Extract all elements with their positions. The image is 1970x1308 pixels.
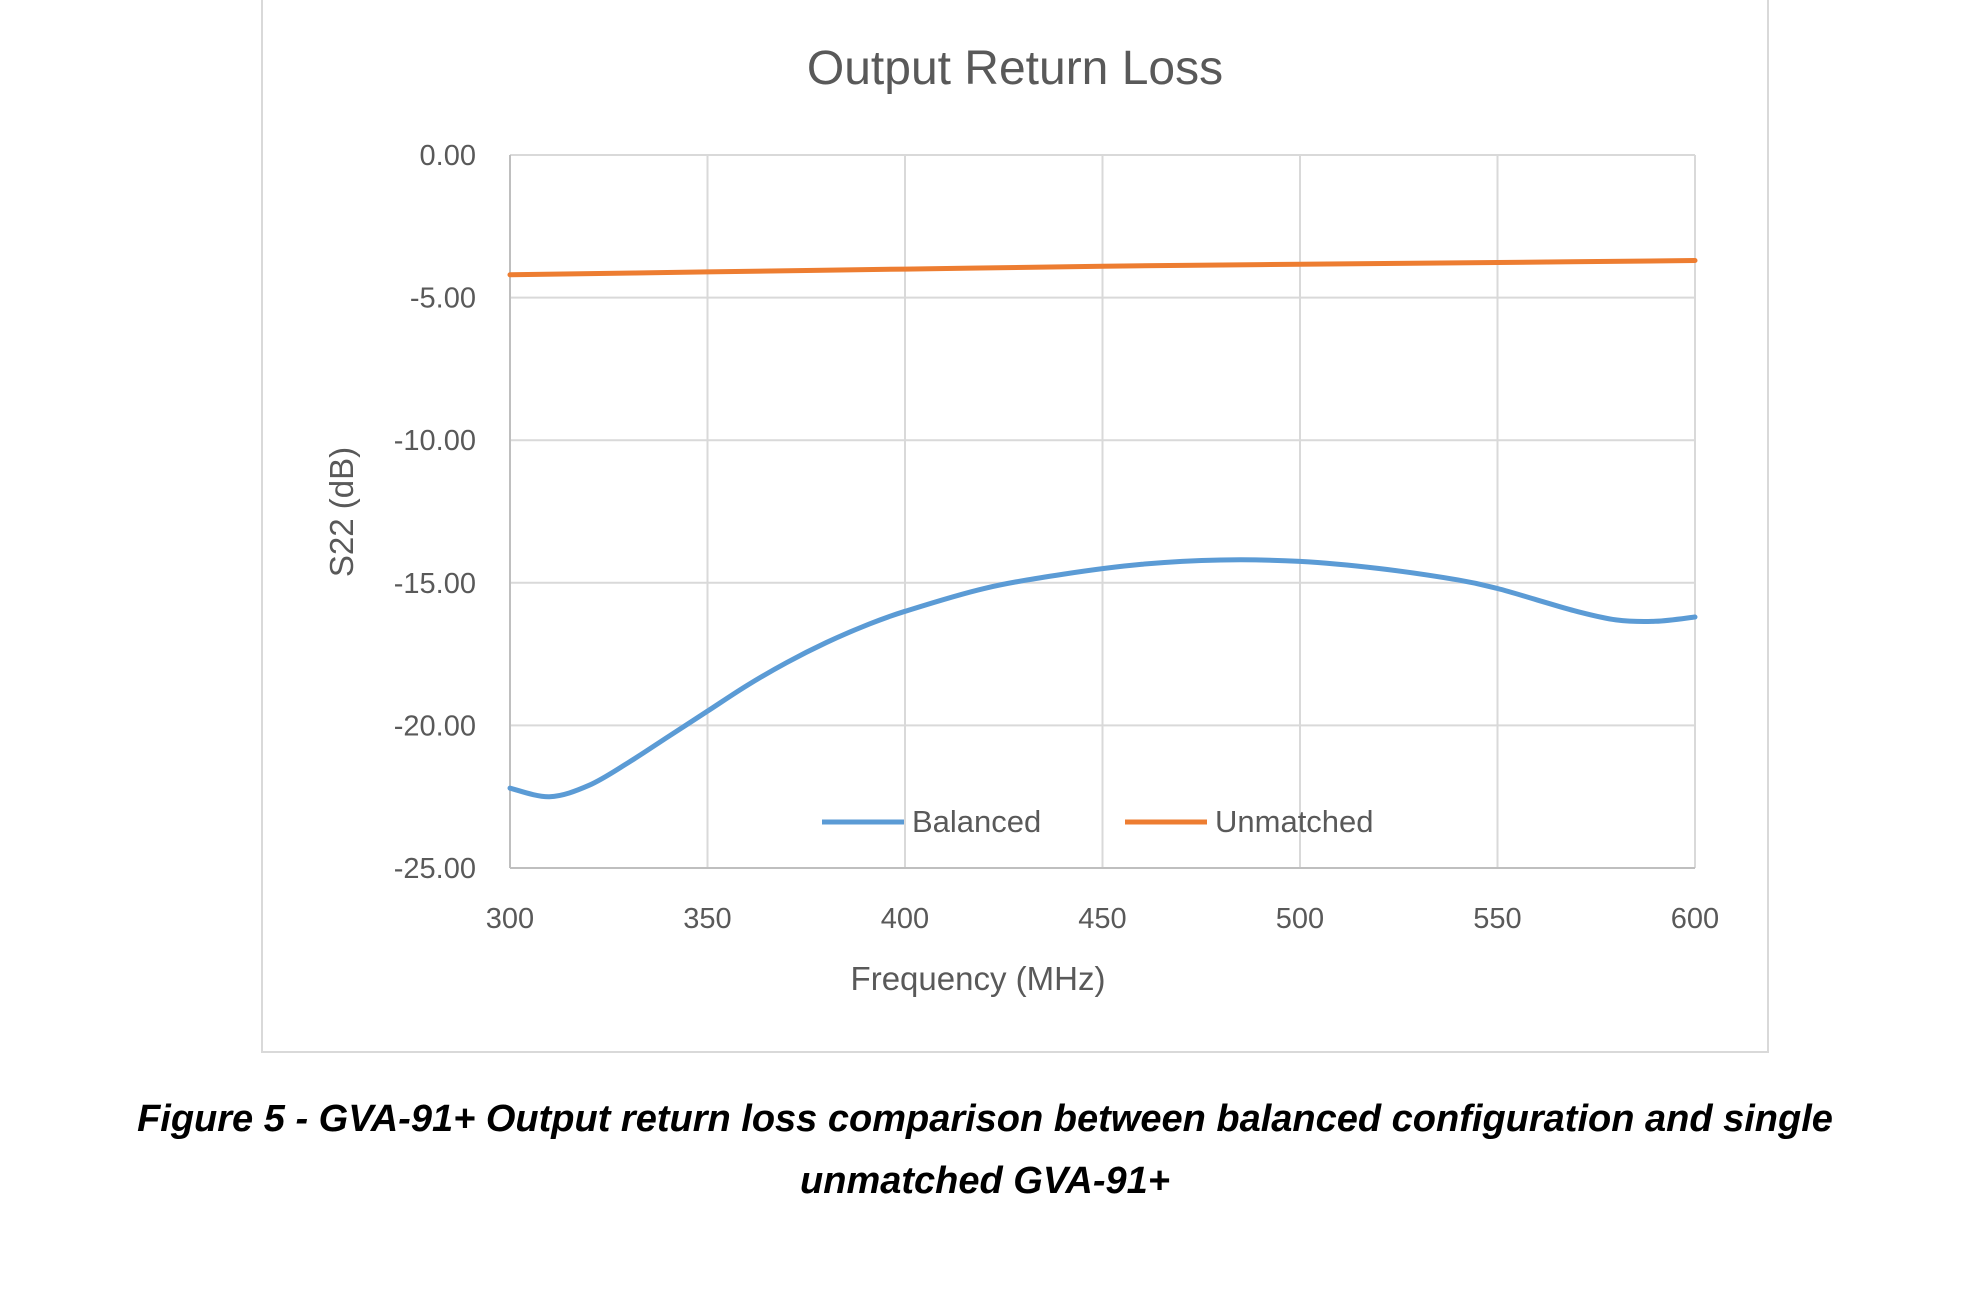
x-axis-label: Frequency (MHz) xyxy=(851,960,1106,997)
x-tick-label: 450 xyxy=(1078,903,1126,935)
legend: Balanced Unmatched xyxy=(822,804,1374,839)
x-tick-label: 600 xyxy=(1671,903,1719,935)
x-tick-label: 500 xyxy=(1276,903,1324,935)
y-tick-label: 0.00 xyxy=(420,140,476,172)
y-tick-label: -20.00 xyxy=(394,710,476,742)
y-tick-label: -10.00 xyxy=(394,425,476,457)
figure-caption-line2: unmatched GVA-91+ xyxy=(800,1160,1170,1202)
x-tick-label: 300 xyxy=(486,903,534,935)
chart-title: Output Return Loss xyxy=(807,42,1223,95)
x-tick-label: 550 xyxy=(1473,903,1521,935)
y-tick-label: -15.00 xyxy=(394,568,476,600)
y-tick-label: -5.00 xyxy=(410,283,476,315)
legend-label-balanced: Balanced xyxy=(912,804,1041,839)
series-line-unmatched xyxy=(507,258,1698,278)
legend-label-unmatched: Unmatched xyxy=(1215,804,1374,839)
y-axis-label: S22 (dB) xyxy=(323,447,360,577)
chart-area xyxy=(261,0,1769,1053)
x-tick-label: 400 xyxy=(881,903,929,935)
series-line-balanced xyxy=(507,557,1698,800)
y-tick-label: -25.00 xyxy=(394,853,476,885)
figure-caption-line1: Figure 5 - GVA-91+ Output return loss co… xyxy=(137,1098,1833,1140)
x-tick-label: 350 xyxy=(683,903,731,935)
